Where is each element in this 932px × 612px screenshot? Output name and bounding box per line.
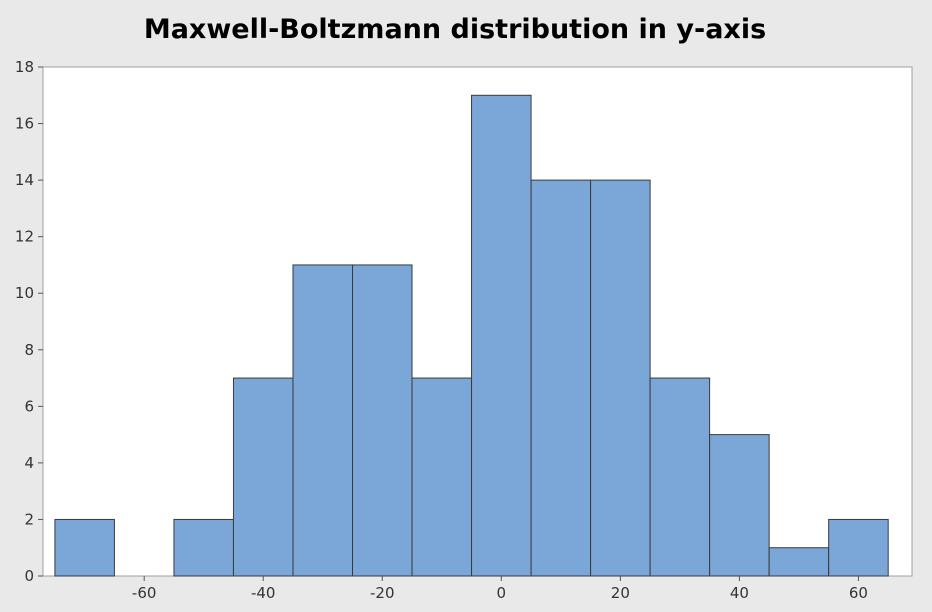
histogram-bar	[768, 547, 830, 577]
y-tick-label: 16	[15, 115, 34, 133]
x-axis: -60 -40 -20 0 20 40 60	[132, 576, 868, 602]
y-tick-label: 8	[24, 341, 34, 359]
y-tick-label: 18	[15, 58, 34, 76]
histogram-bar	[232, 377, 294, 577]
x-tick-label: 60	[849, 584, 868, 602]
y-tick-label: 4	[24, 454, 34, 472]
x-tick-label: -40	[251, 584, 276, 602]
histogram-bar	[411, 377, 473, 577]
x-tick-label: -60	[132, 584, 157, 602]
y-tick-label: 12	[15, 228, 34, 246]
x-tick-label: 20	[611, 584, 630, 602]
x-tick-label: -20	[370, 584, 395, 602]
chart-title: Maxwell-Boltzmann distribution in y-axis	[143, 14, 767, 45]
x-tick-label: 0	[497, 584, 507, 602]
y-tick-label: 10	[15, 284, 34, 302]
histogram-bar	[173, 518, 234, 577]
histogram-bar	[828, 518, 889, 577]
y-tick-label: 6	[24, 397, 34, 415]
y-axis: 0 2 4 6 8 10 12 14 16 18	[15, 58, 43, 585]
bars-group	[54, 94, 889, 577]
histogram-bar	[471, 94, 532, 577]
y-tick-label: 2	[24, 510, 34, 528]
histogram-bar	[54, 518, 115, 577]
histogram-bar	[292, 264, 354, 577]
histogram-bar	[352, 264, 413, 577]
histogram-bar	[530, 179, 592, 577]
histogram-bar	[709, 434, 770, 577]
y-tick-label: 14	[15, 171, 34, 189]
histogram-bar	[649, 377, 711, 577]
y-tick-label: 0	[24, 567, 34, 585]
histogram-bar	[590, 179, 651, 577]
x-tick-label: 40	[730, 584, 749, 602]
